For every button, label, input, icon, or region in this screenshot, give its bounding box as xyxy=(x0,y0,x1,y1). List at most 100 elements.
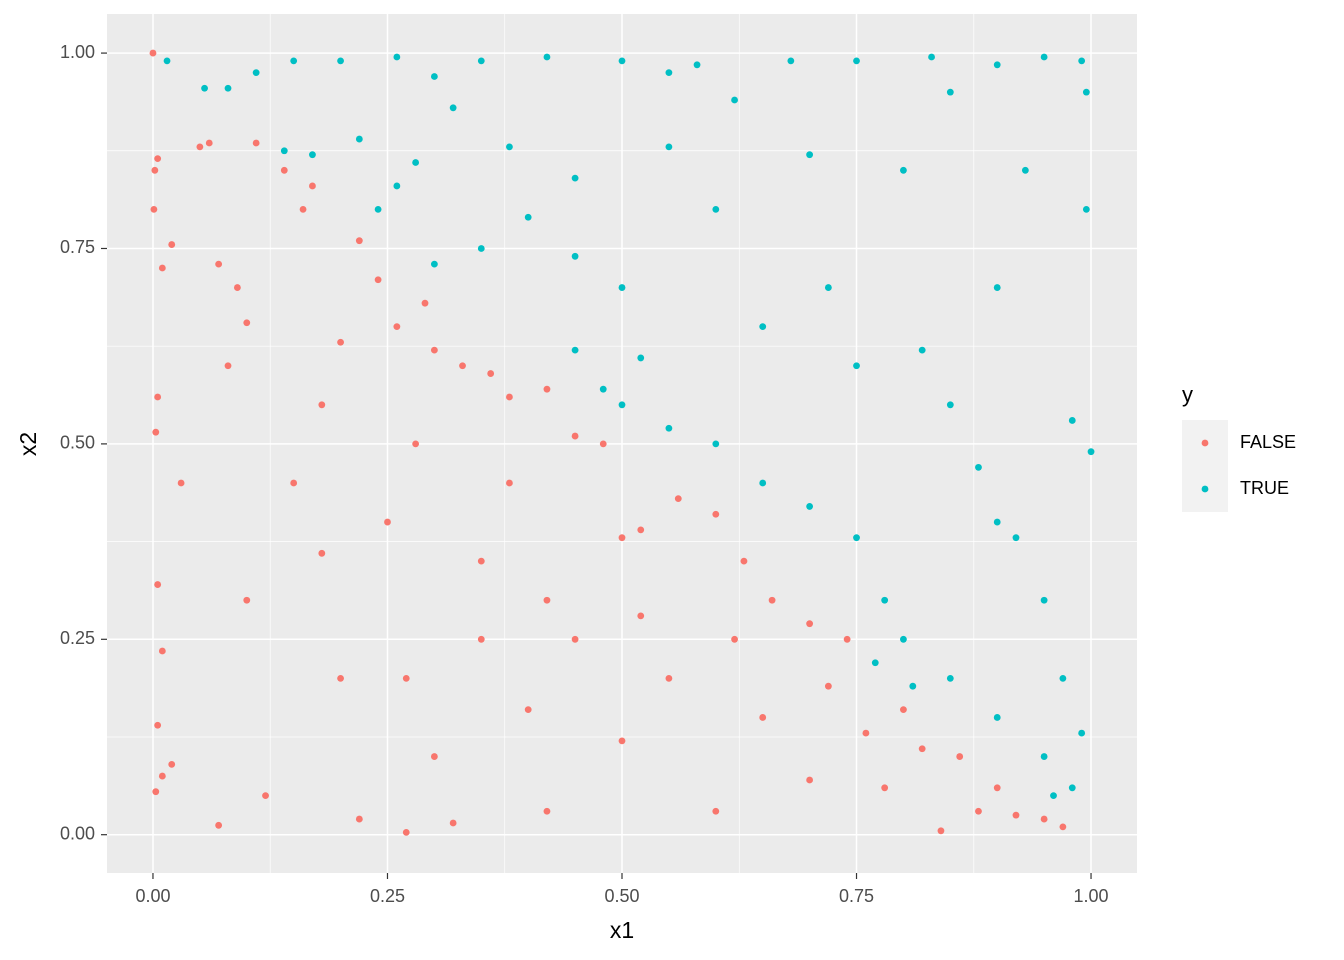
point xyxy=(151,166,159,174)
point xyxy=(384,518,391,526)
point xyxy=(1082,206,1090,213)
point xyxy=(637,612,645,620)
point xyxy=(168,760,176,768)
point xyxy=(946,674,954,682)
point xyxy=(900,166,907,174)
point xyxy=(150,206,158,213)
point xyxy=(355,135,363,143)
point xyxy=(168,241,176,248)
point xyxy=(993,518,1001,526)
point xyxy=(824,682,832,690)
point xyxy=(862,729,870,737)
point xyxy=(946,88,954,96)
point xyxy=(152,788,160,796)
y-tick-label: 0.75 xyxy=(60,237,95,257)
point xyxy=(712,510,720,518)
point xyxy=(224,84,232,92)
point xyxy=(571,432,579,440)
x-tick-label: 0.00 xyxy=(135,886,170,906)
point xyxy=(759,714,767,721)
point xyxy=(956,753,964,760)
point xyxy=(806,776,814,784)
x-tick-label: 0.25 xyxy=(370,886,405,906)
legend-label: FALSE xyxy=(1240,432,1296,452)
point xyxy=(430,753,438,760)
point xyxy=(158,772,166,780)
point xyxy=(1012,811,1020,819)
point xyxy=(149,49,157,57)
point xyxy=(946,401,954,409)
point xyxy=(1040,53,1048,61)
x-tick-label: 0.75 xyxy=(839,886,874,906)
point xyxy=(449,819,457,827)
point xyxy=(712,206,720,213)
point xyxy=(177,479,185,487)
point xyxy=(449,104,457,112)
point xyxy=(1087,448,1095,456)
point xyxy=(900,635,907,643)
point xyxy=(543,807,551,815)
point xyxy=(618,284,626,291)
point xyxy=(299,206,307,213)
point xyxy=(618,534,626,542)
point xyxy=(1021,166,1029,174)
point xyxy=(393,53,401,61)
point xyxy=(571,252,579,260)
point xyxy=(290,57,298,65)
point xyxy=(524,213,532,221)
point xyxy=(806,620,814,628)
point xyxy=(543,53,551,61)
y-tick-label: 1.00 xyxy=(60,42,95,62)
point xyxy=(787,57,795,65)
point xyxy=(1078,57,1086,65)
point xyxy=(477,635,485,643)
point xyxy=(477,245,485,252)
point xyxy=(337,57,344,65)
point xyxy=(1068,417,1076,424)
point xyxy=(993,784,1001,792)
point xyxy=(824,284,832,291)
point xyxy=(759,323,767,331)
y-axis-title: x2 xyxy=(15,432,41,456)
point xyxy=(506,479,513,487)
y-tick-label: 0.00 xyxy=(60,823,95,843)
point xyxy=(975,463,982,471)
point xyxy=(665,69,673,77)
point xyxy=(731,635,738,643)
point xyxy=(290,479,298,487)
point xyxy=(618,401,626,409)
point xyxy=(918,346,926,354)
point xyxy=(571,346,579,354)
point xyxy=(1012,534,1020,542)
point xyxy=(928,53,935,61)
point xyxy=(1082,88,1090,96)
point xyxy=(599,440,607,448)
legend-label: TRUE xyxy=(1240,478,1289,498)
point xyxy=(599,385,607,393)
point xyxy=(280,166,288,174)
point xyxy=(1040,815,1048,823)
point xyxy=(309,151,316,159)
point xyxy=(154,721,162,729)
point xyxy=(843,635,851,643)
point xyxy=(393,323,401,331)
point xyxy=(154,581,162,588)
point xyxy=(665,674,673,682)
x-axis-title: x1 xyxy=(610,917,634,943)
point xyxy=(506,143,513,151)
point xyxy=(243,596,251,604)
point xyxy=(993,714,1001,721)
point xyxy=(158,264,166,272)
point xyxy=(1050,792,1057,800)
point xyxy=(1078,729,1086,737)
point xyxy=(853,57,860,65)
point xyxy=(163,57,171,65)
point xyxy=(430,260,438,268)
point xyxy=(571,174,579,182)
point xyxy=(740,557,748,565)
point xyxy=(158,647,166,655)
point xyxy=(993,61,1001,69)
point xyxy=(853,534,860,542)
point xyxy=(412,440,420,448)
point xyxy=(477,557,485,565)
